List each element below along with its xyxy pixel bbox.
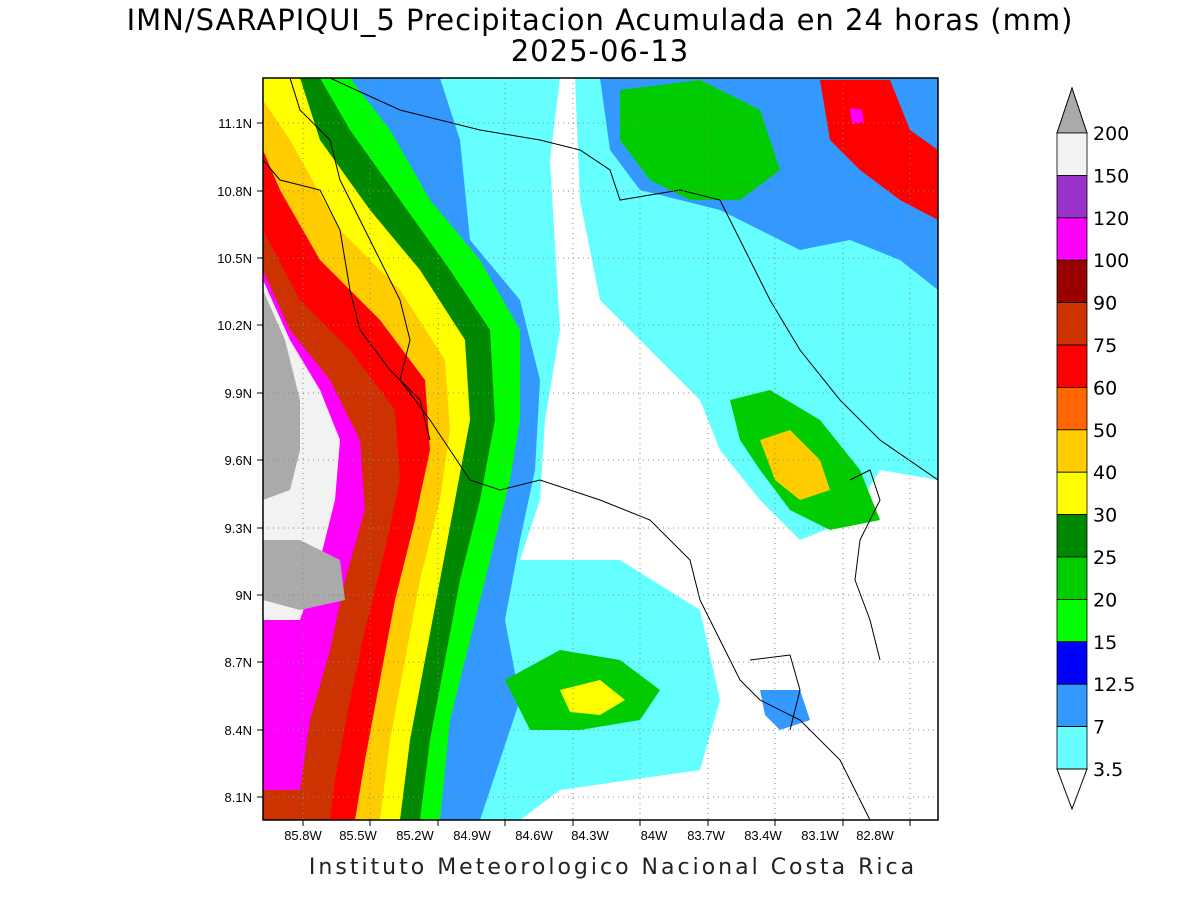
colorbar-swatch [1056,514,1088,558]
colorbar-label: 150 [1093,165,1129,187]
colorbar-top-arrow [1056,86,1088,134]
colorbar-label: 30 [1093,505,1117,527]
colorbar-label: 25 [1093,547,1117,569]
chart-date: 2025-06-13 [510,34,690,68]
lon-tick-label: 85.2W [396,828,434,843]
lon-tick-label: 85.8W [284,828,322,843]
lon-tick-label: 84.9W [453,828,491,843]
colorbar-label: 3.5 [1093,759,1123,781]
lat-tick-label: 9.6N [225,453,252,468]
lat-tick-label: 8.4N [225,723,252,738]
colorbar-swatch [1056,599,1088,643]
lat-tick-label: 8.1N [225,790,252,805]
footer-credit: Instituto Meteorologico Nacional Costa R… [308,855,918,880]
colorbar-label: 40 [1093,462,1117,484]
colorbar-label: 120 [1093,208,1129,230]
precip-south-yellow [560,680,625,715]
colorbar-swatch [1056,386,1088,431]
chart-title: IMN/SARAPIQUI_5 Precipitacion Acumulada … [126,3,1074,37]
colorbar-label: 15 [1093,632,1117,654]
colorbar-label: 200 [1093,123,1129,145]
coastlines [263,78,938,820]
lat-tick-label: 10.5N [217,251,252,266]
colorbar-swatch [1056,302,1088,346]
colorbar-swatch [1056,429,1088,473]
lon-tick-label: 83.4W [744,828,782,843]
lat-tick-label: 9.3N [225,521,252,536]
lon-tick-label: 84W [641,828,668,843]
colorbar-swatch [1056,217,1088,261]
colorbar-label: 20 [1093,589,1117,611]
lat-tick-label: 9.9N [225,386,252,401]
lon-tick-label: 84.6W [515,828,553,843]
colorbar-swatch [1056,683,1088,728]
precip-caribe-yellow [760,430,830,500]
lat-tick-label: 10.2N [217,318,252,333]
colorbar-label: 60 [1093,377,1117,399]
colorbar-label: 100 [1093,250,1129,272]
colorbar-label: 90 [1093,293,1117,315]
colorbar-swatch [1056,471,1088,516]
gridlines [263,78,938,820]
lat-tick-label: 11.1N [218,116,252,131]
precipitation-field [263,78,938,820]
precip-band-200 [263,290,300,500]
colorbar-label: 7 [1093,717,1105,739]
lon-tick-label: 82.8W [856,828,894,843]
precip-ne-20 [620,80,780,200]
colorbar-swatch [1056,726,1088,770]
precip-ne-60 [820,80,938,220]
colorbar-label: 12.5 [1093,674,1135,696]
colorbar-label: 75 [1093,335,1117,357]
lon-tick-label: 83.7W [687,828,725,843]
lat-tick-label: 9N [235,588,252,603]
lat-tick-label: 10.8N [217,184,252,199]
precip-ne-100 [850,108,864,124]
colorbar-swatch [1056,344,1088,388]
colorbar-swatch [1056,641,1088,685]
longitude-axis: 85.8W 85.5W 85.2W 84.9W 84.6W 84.3W 84W … [284,820,911,843]
lon-tick-label: 84.3W [571,828,609,843]
map-frame [262,77,939,821]
colorbar-swatch [1056,259,1088,304]
precip-band-200-south [263,540,345,610]
colorbar-legend: 200 150 120 100 90 75 60 50 40 30 25 20 15 12.5 7 3.5 [1056,86,1135,811]
lon-tick-label: 85.5W [339,828,377,843]
latitude-axis: 8.1N 8.4N 8.7N 9N 9.3N 9.6N 9.9N 10.2N 1… [217,116,263,805]
colorbar-label: 50 [1093,420,1117,442]
colorbar-swatch [1056,132,1088,176]
colorbar-swatch [1056,174,1088,219]
lon-tick-label: 83.1W [801,828,839,843]
colorbar-bottom-arrow [1056,768,1088,811]
colorbar-swatch [1056,556,1088,600]
lat-tick-label: 8.7N [225,655,252,670]
